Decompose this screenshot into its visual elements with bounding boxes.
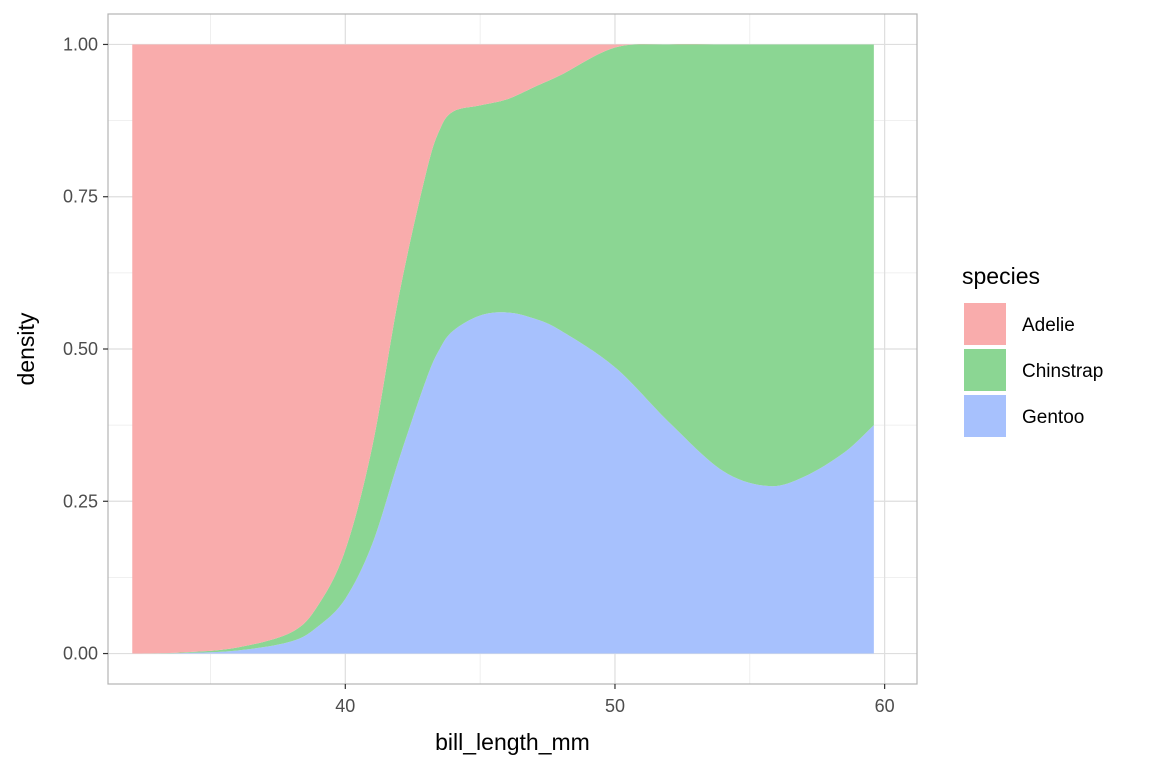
legend-label-chinstrap: Chinstrap bbox=[1022, 361, 1103, 382]
x-tick-label: 40 bbox=[335, 696, 355, 716]
legend-label-adelie: Adelie bbox=[1022, 315, 1075, 336]
x-axis-ticks: 40 50 60 bbox=[335, 684, 895, 716]
x-tick-label: 50 bbox=[605, 696, 625, 716]
area-chinstrap bbox=[132, 44, 874, 654]
legend: species Adelie Chinstrap Gentoo bbox=[962, 263, 1103, 437]
y-tick-label: 1.00 bbox=[63, 34, 98, 54]
legend-title: species bbox=[962, 263, 1040, 289]
legend-key-adelie bbox=[964, 303, 1006, 345]
area-adelie bbox=[132, 44, 874, 654]
y-tick-label: 0.00 bbox=[63, 644, 98, 664]
legend-key-gentoo bbox=[964, 395, 1006, 437]
x-tick-label: 60 bbox=[875, 696, 895, 716]
y-tick-label: 0.50 bbox=[63, 339, 98, 359]
y-tick-label: 0.25 bbox=[63, 491, 98, 511]
y-axis-title: density bbox=[13, 312, 39, 385]
x-axis-title: bill_length_mm bbox=[435, 729, 590, 755]
area-gentoo bbox=[132, 312, 874, 654]
area-layers bbox=[132, 44, 874, 654]
legend-label-gentoo: Gentoo bbox=[1022, 407, 1084, 428]
y-axis-ticks: 0.00 0.25 0.50 0.75 1.00 bbox=[63, 34, 108, 664]
legend-key-chinstrap bbox=[964, 349, 1006, 391]
y-tick-label: 0.75 bbox=[63, 187, 98, 207]
